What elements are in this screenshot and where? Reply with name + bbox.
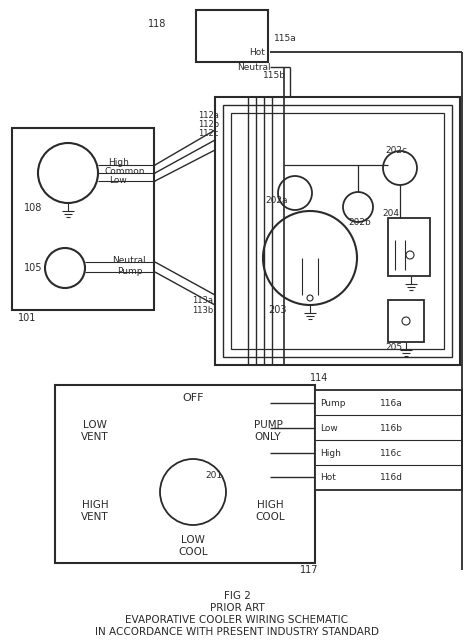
- Bar: [196, 10, 268, 62]
- Text: IN ACCORDANCE WITH PRESENT INDUSTRY STANDARD: IN ACCORDANCE WITH PRESENT INDUSTRY STAN…: [95, 627, 379, 637]
- Text: 204: 204: [382, 209, 399, 218]
- Bar: [12, 128, 154, 310]
- Circle shape: [343, 192, 373, 222]
- Text: 112a: 112a: [198, 111, 219, 120]
- Text: 117: 117: [300, 565, 319, 575]
- Text: 202b: 202b: [348, 218, 371, 227]
- Text: 113a: 113a: [192, 296, 213, 305]
- Text: 101: 101: [18, 313, 36, 323]
- Circle shape: [307, 295, 313, 301]
- Text: LOW: LOW: [181, 535, 205, 545]
- Circle shape: [38, 143, 98, 203]
- Text: FIG 2: FIG 2: [224, 591, 250, 601]
- Circle shape: [263, 211, 357, 305]
- Bar: [223, 105, 452, 357]
- Text: Pump: Pump: [320, 399, 346, 408]
- Text: 114: 114: [310, 373, 328, 383]
- Text: PUMP: PUMP: [254, 420, 283, 430]
- Text: 118: 118: [148, 19, 166, 29]
- Circle shape: [160, 459, 226, 525]
- Bar: [215, 97, 460, 365]
- Text: 105: 105: [24, 263, 43, 273]
- Text: 115b: 115b: [263, 70, 286, 79]
- Bar: [388, 218, 430, 276]
- Text: 116d: 116d: [380, 473, 403, 482]
- Text: 108: 108: [24, 203, 42, 213]
- Text: 203: 203: [268, 305, 286, 315]
- Text: Hot: Hot: [320, 473, 336, 482]
- Text: OFF: OFF: [182, 393, 204, 403]
- Text: Low: Low: [109, 176, 127, 184]
- Text: EVAPORATIVE COOLER WIRING SCHEMATIC: EVAPORATIVE COOLER WIRING SCHEMATIC: [126, 615, 348, 625]
- Bar: [388, 300, 424, 342]
- Text: ONLY: ONLY: [255, 432, 281, 442]
- Text: 112c: 112c: [198, 129, 219, 138]
- Text: 205: 205: [385, 343, 402, 352]
- Text: Neutral: Neutral: [237, 62, 271, 71]
- Circle shape: [278, 176, 312, 210]
- Text: COOL: COOL: [255, 512, 285, 522]
- Text: LOW: LOW: [83, 420, 107, 430]
- Text: COOL: COOL: [178, 547, 208, 557]
- Text: 116b: 116b: [380, 424, 403, 433]
- Text: VENT: VENT: [81, 432, 109, 442]
- Circle shape: [45, 248, 85, 288]
- Bar: [231, 113, 444, 349]
- Bar: [315, 390, 462, 490]
- Circle shape: [402, 317, 410, 325]
- Text: 116a: 116a: [380, 399, 403, 408]
- Text: HIGH: HIGH: [257, 500, 283, 510]
- Circle shape: [383, 151, 417, 185]
- Text: 202a: 202a: [265, 196, 288, 205]
- Text: 201: 201: [205, 471, 222, 480]
- Text: 115a: 115a: [274, 33, 297, 43]
- Text: 116c: 116c: [380, 448, 402, 457]
- Text: Pump: Pump: [117, 267, 143, 276]
- Circle shape: [406, 251, 414, 259]
- Text: Low: Low: [320, 424, 338, 433]
- Text: VENT: VENT: [81, 512, 109, 522]
- Text: 202c: 202c: [385, 146, 407, 155]
- Text: HIGH: HIGH: [82, 500, 109, 510]
- Text: PRIOR ART: PRIOR ART: [210, 603, 264, 613]
- Text: 113b: 113b: [192, 305, 213, 314]
- Text: Common: Common: [105, 167, 146, 176]
- Text: Hot: Hot: [249, 48, 265, 57]
- Text: 112b: 112b: [198, 120, 219, 129]
- Text: High: High: [108, 158, 129, 167]
- Text: Neutral: Neutral: [112, 256, 146, 265]
- Bar: [55, 385, 315, 563]
- Text: High: High: [320, 448, 341, 457]
